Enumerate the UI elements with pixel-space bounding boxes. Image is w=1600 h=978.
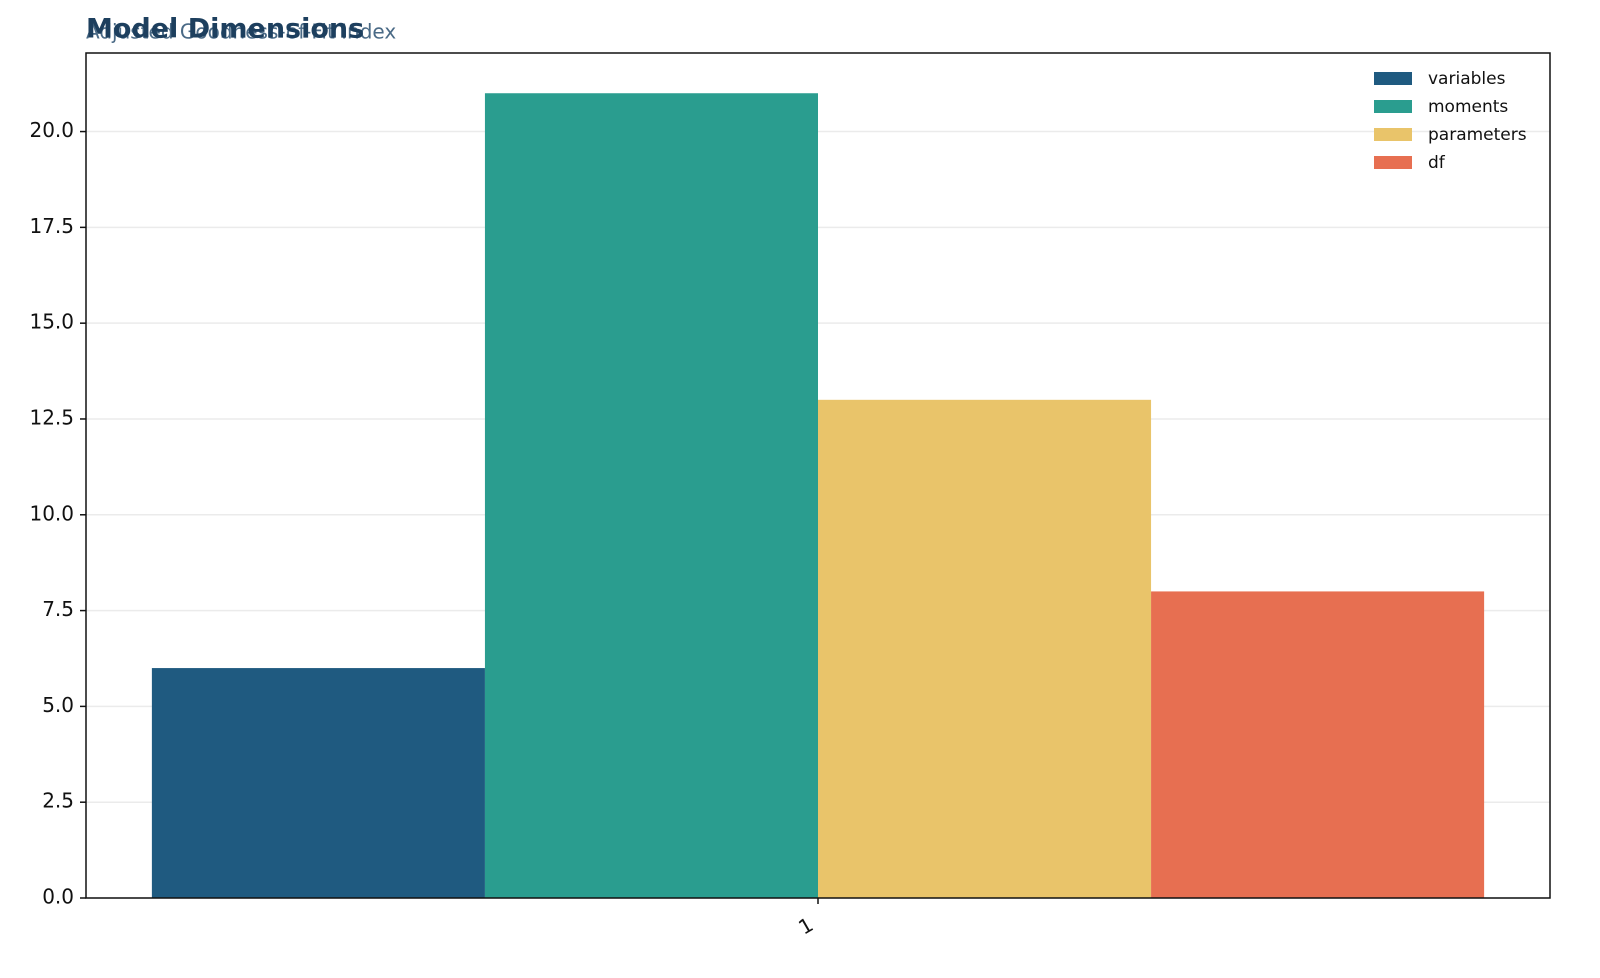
bar (818, 399, 1152, 898)
y-tick-label: 20.0 (29, 118, 74, 142)
legend-swatch (1374, 72, 1412, 85)
legend-swatch (1374, 156, 1412, 169)
chart-subtitle: Adjusted Goodness-of-Fit Index (86, 20, 396, 44)
legend-swatch (1374, 128, 1412, 141)
y-tick-label: 12.5 (29, 405, 74, 429)
legend-label: df (1428, 153, 1446, 173)
bar (151, 668, 485, 898)
y-tick-label: 15.0 (29, 310, 74, 334)
y-tick-label: 10.0 (29, 501, 74, 525)
legend-label: moments (1428, 97, 1508, 117)
chart-title: Model Dimensions (86, 14, 364, 45)
legend-label: variables (1428, 69, 1506, 89)
x-tick-label: 1 (794, 912, 817, 939)
y-tick-label: 7.5 (42, 597, 74, 621)
bar (484, 93, 818, 898)
y-tick-label: 17.5 (29, 214, 74, 238)
plot-frame (85, 52, 1551, 899)
legend-label: parameters (1428, 125, 1527, 145)
bar (1151, 591, 1485, 898)
y-tick-label: 5.0 (42, 693, 74, 717)
legend-swatch (1374, 100, 1412, 113)
y-tick-label: 0.0 (42, 885, 74, 909)
y-tick-label: 2.5 (42, 789, 74, 813)
